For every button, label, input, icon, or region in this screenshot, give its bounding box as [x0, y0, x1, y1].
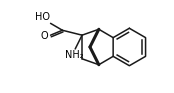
Text: O: O	[41, 31, 49, 41]
Text: NH₂: NH₂	[65, 50, 84, 60]
Text: HO: HO	[35, 12, 50, 22]
